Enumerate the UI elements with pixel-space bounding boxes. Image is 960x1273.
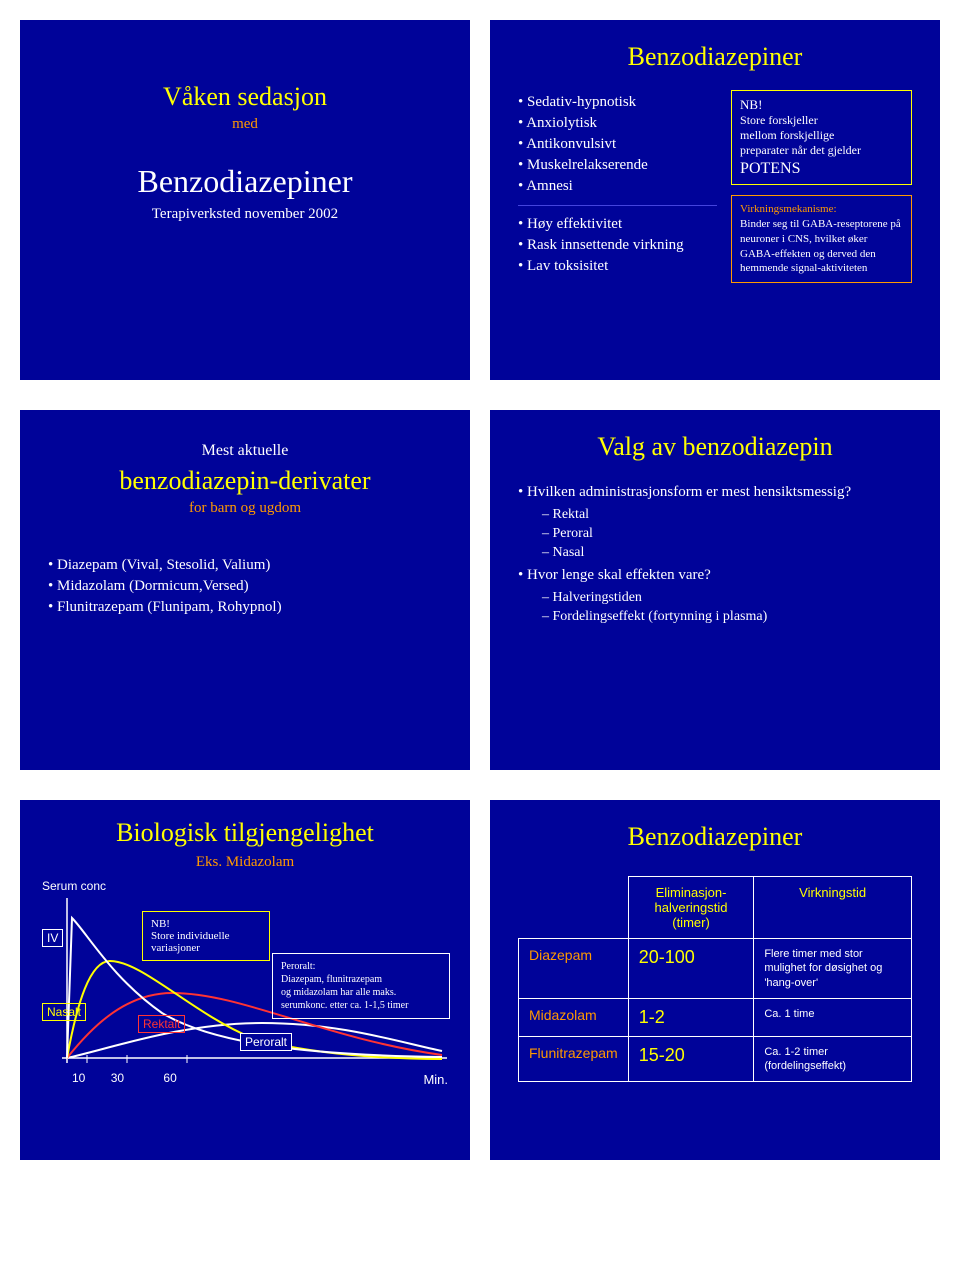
drug-list: Diazepam (Vival, Stesolid, Valium) Midaz…: [48, 557, 442, 616]
title: Benzodiazepiner: [518, 822, 912, 852]
slide-pk-table: Benzodiazepiner Eliminasjon-halveringsti…: [490, 800, 940, 1160]
slide-bioavailability: Biologisk tilgjengelighet Eks. Midazolam…: [20, 800, 470, 1160]
slide-title: Våken sedasjon med Benzodiazepiner Terap…: [20, 20, 470, 380]
hl-cell: 1-2: [628, 998, 754, 1036]
col-header: Virkningstid: [754, 877, 912, 939]
choice-list: Hvor lenge skal effekten vare?: [518, 567, 912, 584]
list-item: Flunitrazepam (Flunipam, Rohypnol): [48, 599, 442, 616]
sub-list: Rektal Peroral Nasal: [518, 507, 912, 561]
drug-cell: Flunitrazepam: [519, 1036, 629, 1082]
list-item: Hvor lenge skal effekten vare?: [518, 567, 912, 584]
sub-list: Halveringstiden Fordelingseffekt (fortyn…: [518, 590, 912, 625]
drug-cell: Midazolam: [519, 998, 629, 1036]
list-item: Amnesi: [518, 178, 717, 195]
note-line: variasjoner: [151, 942, 261, 954]
tick: 60: [163, 1071, 176, 1085]
table-row: Diazepam 20-100 Flere timer med stor mul…: [519, 939, 912, 999]
effect-cell: Ca. 1 time: [754, 998, 912, 1036]
main-word: Benzodiazepiner: [48, 163, 442, 200]
effect-cell: Ca. 1-2 timer (fordelingseffekt): [754, 1036, 912, 1082]
subtitle-date: Terapiverksted november 2002: [48, 206, 442, 223]
title: Valg av benzodiazepin: [518, 432, 912, 462]
list-item: Nasal: [542, 545, 912, 561]
mechanism-box: Virkningsmekanisme: Binder seg til GABA-…: [731, 195, 912, 283]
nb-label: NB!: [151, 918, 261, 930]
bullet-list-advantages: Høy effektivitet Rask innsettende virkni…: [518, 216, 717, 275]
list-item: Høy effektivitet: [518, 216, 717, 233]
x-ticks: 10 30 60: [60, 1071, 177, 1085]
slide-properties: Benzodiazepiner Sedativ-hypnotisk Anxiol…: [490, 20, 940, 380]
rektalt-label: Rektalt: [138, 1015, 185, 1033]
table-row: Flunitrazepam 15-20 Ca. 1-2 timer (forde…: [519, 1036, 912, 1082]
title: Våken sedasjon: [48, 82, 442, 112]
list-item: Fordelingseffekt (fortynning i plasma): [542, 609, 912, 625]
variation-note: NB! Store individuelle variasjoner: [142, 911, 270, 961]
pretitle: Mest aktuelle: [48, 442, 442, 460]
list-item: Rask innsettende virkning: [518, 237, 717, 254]
subtitle: for barn og ugdom: [48, 500, 442, 517]
nasalt-label: Nasalt: [42, 1003, 86, 1021]
potens-box: NB! Store forskjeller mellom forskjellig…: [731, 90, 912, 185]
box-line: preparater når det gjelder: [740, 143, 903, 158]
box-line: Store forskjeller: [740, 113, 903, 128]
bullet-list-effects: Sedativ-hypnotisk Anxiolytisk Antikonvul…: [518, 94, 717, 195]
hl-cell: 15-20: [628, 1036, 754, 1082]
drug-cell: Diazepam: [519, 939, 629, 999]
peroralt-label: Peroralt: [240, 1033, 292, 1051]
list-item: Sedativ-hypnotisk: [518, 94, 717, 111]
col-header: Eliminasjon-halveringstid (timer): [628, 877, 754, 939]
slide-derivatives: Mest aktuelle benzodiazepin-derivater fo…: [20, 410, 470, 770]
tick: 10: [72, 1071, 85, 1085]
choice-list: Hvilken administrasjonsform er mest hens…: [518, 484, 912, 501]
subtitle: Eks. Midazolam: [42, 854, 448, 871]
list-item: Halveringstiden: [542, 590, 912, 606]
iv-label: IV: [42, 929, 63, 947]
note-line: Diazepam, flunitrazepam: [281, 973, 441, 986]
title: benzodiazepin-derivater: [48, 466, 442, 496]
list-item: Muskelrelakserende: [518, 157, 717, 174]
list-item: Antikonvulsivt: [518, 136, 717, 153]
box-line: mellom forskjellige: [740, 128, 903, 143]
table-row: Midazolam 1-2 Ca. 1 time: [519, 998, 912, 1036]
pk-table: Eliminasjon-halveringstid (timer) Virkni…: [518, 876, 912, 1082]
peroral-note: Peroralt: Diazepam, flunitrazepam og mid…: [272, 953, 450, 1019]
x-axis-label: Min.: [423, 1072, 448, 1087]
separator: [518, 205, 717, 206]
note-line: Store individuelle: [151, 930, 261, 942]
list-item: Midazolam (Dormicum,Versed): [48, 578, 442, 595]
list-item: Peroral: [542, 526, 912, 542]
list-item: Diazepam (Vival, Stesolid, Valium): [48, 557, 442, 574]
list-item: Hvilken administrasjonsform er mest hens…: [518, 484, 912, 501]
title: Biologisk tilgjengelighet: [42, 818, 448, 848]
list-item: Anxiolytisk: [518, 115, 717, 132]
bioavailability-chart: Serum conc IV Nasalt Rektalt Peroralt NB…: [42, 883, 448, 1083]
tick: 30: [111, 1071, 124, 1085]
note-line: serumkonc. etter ca. 1-1,5 timer: [281, 999, 441, 1012]
slide-choice: Valg av benzodiazepin Hvilken administra…: [490, 410, 940, 770]
hl-cell: 20-100: [628, 939, 754, 999]
nb-label: NB!: [740, 97, 903, 113]
mechanism-heading: Virkningsmekanisme:: [740, 202, 903, 217]
list-item: Rektal: [542, 507, 912, 523]
potens-label: POTENS: [740, 160, 903, 178]
effect-cell: Flere timer med stor mulighet for døsigh…: [754, 939, 912, 999]
list-item: Lav toksisitet: [518, 258, 717, 275]
note-line: og midazolam har alle maks.: [281, 986, 441, 999]
table-header-row: Eliminasjon-halveringstid (timer) Virkni…: [519, 877, 912, 939]
subtitle-med: med: [48, 116, 442, 133]
note-heading: Peroralt:: [281, 960, 441, 973]
title: Benzodiazepiner: [518, 42, 912, 72]
mechanism-text: Binder seg til GABA-reseptorene på neuro…: [740, 217, 903, 276]
